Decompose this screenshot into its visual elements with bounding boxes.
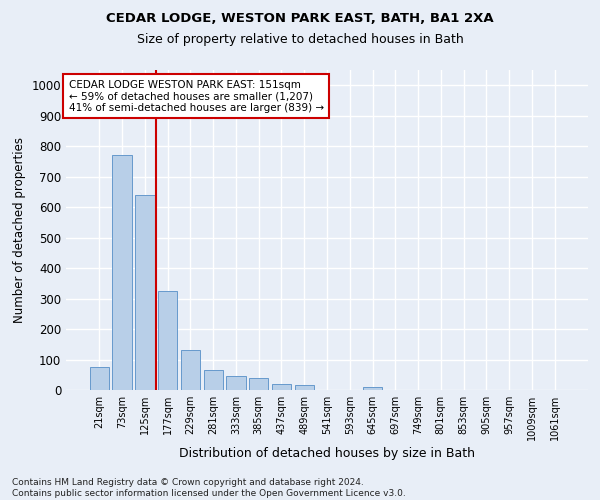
Text: CEDAR LODGE WESTON PARK EAST: 151sqm
← 59% of detached houses are smaller (1,207: CEDAR LODGE WESTON PARK EAST: 151sqm ← 5… [68, 80, 324, 113]
Text: Contains HM Land Registry data © Crown copyright and database right 2024.
Contai: Contains HM Land Registry data © Crown c… [12, 478, 406, 498]
Bar [112, 156, 132, 390]
Bar [135, 195, 155, 390]
Bar [295, 386, 314, 390]
Bar [158, 291, 178, 390]
Text: Size of property relative to detached houses in Bath: Size of property relative to detached ho… [137, 32, 463, 46]
Bar [90, 367, 109, 390]
Bar [226, 376, 245, 390]
Bar [181, 350, 200, 390]
Bar [249, 378, 268, 390]
X-axis label: Distribution of detached houses by size in Bath: Distribution of detached houses by size … [179, 447, 475, 460]
Bar [272, 384, 291, 390]
Bar [203, 370, 223, 390]
Y-axis label: Number of detached properties: Number of detached properties [13, 137, 26, 323]
Bar [363, 387, 382, 390]
Text: CEDAR LODGE, WESTON PARK EAST, BATH, BA1 2XA: CEDAR LODGE, WESTON PARK EAST, BATH, BA1… [106, 12, 494, 26]
